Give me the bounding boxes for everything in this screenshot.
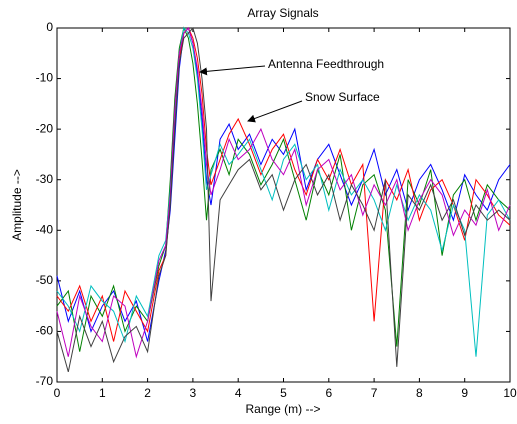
- series-line: [56, 26, 511, 373]
- x-axis-label: Range (m) -->: [245, 402, 320, 416]
- x-tick-label: 5: [280, 386, 287, 400]
- y-tick-label: -10: [36, 71, 54, 85]
- annotation: Antenna Feedthrough: [268, 57, 384, 71]
- x-tick-label: 0: [54, 386, 61, 400]
- series-line: [56, 27, 511, 342]
- y-tick-label: -20: [36, 121, 54, 135]
- series-line: [56, 27, 511, 342]
- x-tick-label: 2: [144, 386, 151, 400]
- x-tick-label: 10: [503, 386, 517, 400]
- y-tick-label: -30: [36, 172, 54, 186]
- x-tick-label: 1: [99, 386, 106, 400]
- series-line: [56, 27, 511, 359]
- y-tick-label: 0: [46, 20, 53, 34]
- y-tick-label: -70: [36, 374, 54, 388]
- y-tick-label: -50: [36, 273, 54, 287]
- annotation-arrow: [199, 65, 266, 76]
- annotation-arrow: [247, 100, 303, 123]
- annotation: Snow Surface: [305, 90, 380, 104]
- y-axis-label: Amplitude -->: [10, 169, 24, 241]
- x-tick-label: 8: [416, 386, 423, 400]
- x-tick-label: 7: [371, 386, 378, 400]
- x-tick-label: 4: [235, 386, 242, 400]
- x-tick-label: 3: [190, 386, 197, 400]
- y-tick-label: -40: [36, 222, 54, 236]
- chart-title: Array Signals: [247, 6, 318, 20]
- x-tick-label: 9: [461, 386, 468, 400]
- x-tick-label: 6: [325, 386, 332, 400]
- y-tick-label: -60: [36, 324, 54, 338]
- plot-frame: [56, 27, 511, 383]
